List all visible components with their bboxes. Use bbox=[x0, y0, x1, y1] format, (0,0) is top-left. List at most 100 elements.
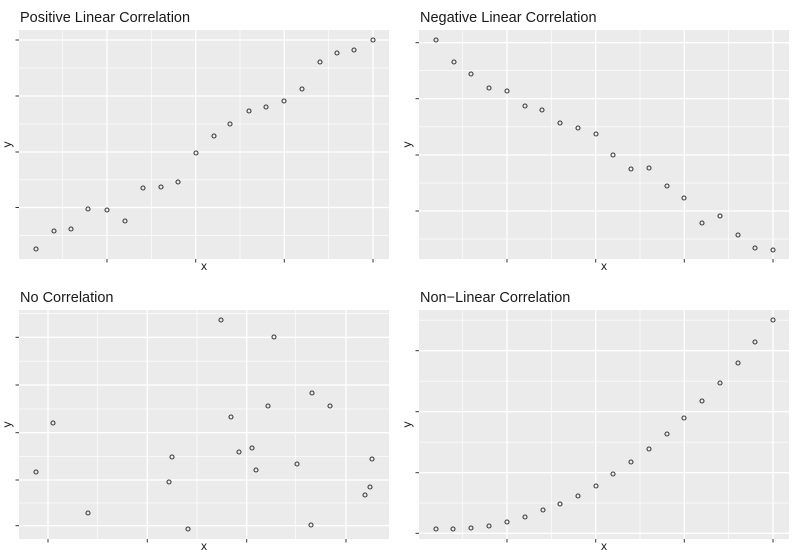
data-point bbox=[253, 467, 259, 473]
data-point bbox=[610, 471, 616, 477]
data-point bbox=[169, 454, 175, 460]
scatter-plot-3: No Correlation x y bbox=[0, 290, 389, 553]
data-point bbox=[664, 183, 670, 189]
data-point bbox=[327, 403, 333, 409]
data-point bbox=[362, 492, 368, 498]
data-point bbox=[628, 166, 634, 172]
data-point bbox=[628, 459, 634, 465]
data-point bbox=[265, 403, 271, 409]
data-point bbox=[522, 103, 528, 109]
y-axis-label: y bbox=[400, 142, 414, 148]
data-point bbox=[50, 420, 56, 426]
data-point bbox=[770, 317, 776, 323]
data-point bbox=[317, 59, 323, 65]
scatter-plot-2: Negative Linear Correlation x y bbox=[400, 10, 789, 273]
data-point bbox=[540, 507, 546, 513]
data-point bbox=[593, 483, 599, 489]
data-point bbox=[33, 469, 39, 475]
data-point bbox=[717, 380, 723, 386]
data-point bbox=[735, 360, 741, 366]
data-point bbox=[646, 165, 652, 171]
data-point bbox=[522, 514, 528, 520]
data-point bbox=[249, 445, 255, 451]
data-point bbox=[504, 88, 510, 94]
data-point bbox=[451, 59, 457, 65]
data-point bbox=[504, 519, 510, 525]
data-point bbox=[752, 245, 758, 251]
data-point bbox=[246, 108, 252, 114]
data-point bbox=[218, 317, 224, 323]
data-point bbox=[351, 47, 357, 53]
data-point bbox=[308, 522, 314, 528]
plot-panel bbox=[419, 30, 789, 259]
data-point bbox=[33, 246, 39, 252]
data-point bbox=[770, 247, 776, 253]
data-point bbox=[735, 232, 741, 238]
data-point bbox=[185, 526, 191, 532]
data-point bbox=[68, 226, 74, 232]
data-point bbox=[299, 86, 305, 92]
data-point bbox=[122, 218, 128, 224]
data-point bbox=[211, 133, 217, 139]
plot-title: Negative Linear Correlation bbox=[420, 10, 597, 26]
x-axis-label: x bbox=[601, 259, 607, 273]
data-point bbox=[236, 449, 242, 455]
scatter-plot-4: Non−Linear Correlation x y bbox=[400, 290, 789, 553]
scatter-plot-1: Positive Linear Correlation x y bbox=[0, 10, 389, 273]
data-point bbox=[104, 207, 110, 213]
data-point bbox=[158, 184, 164, 190]
y-axis-label: y bbox=[400, 422, 414, 428]
data-point bbox=[367, 484, 373, 490]
data-point bbox=[450, 526, 456, 532]
data-point bbox=[575, 125, 581, 131]
data-point bbox=[557, 120, 563, 126]
data-point bbox=[51, 228, 57, 234]
data-point bbox=[486, 523, 492, 529]
data-point bbox=[575, 493, 581, 499]
data-point bbox=[281, 98, 287, 104]
y-axis-label: y bbox=[0, 422, 14, 428]
x-axis-label: x bbox=[601, 539, 607, 553]
data-point bbox=[228, 414, 234, 420]
data-point bbox=[699, 398, 705, 404]
data-point bbox=[263, 104, 269, 110]
data-point bbox=[699, 220, 705, 226]
data-point bbox=[610, 152, 616, 158]
data-point bbox=[539, 107, 545, 113]
data-point bbox=[369, 456, 375, 462]
data-point bbox=[294, 461, 300, 467]
plot-panel bbox=[419, 310, 789, 539]
data-point bbox=[593, 131, 599, 137]
data-point bbox=[85, 510, 91, 516]
x-axis-label: x bbox=[201, 259, 207, 273]
plot-panel bbox=[19, 310, 389, 539]
data-point bbox=[681, 415, 687, 421]
data-point bbox=[486, 85, 492, 91]
data-point bbox=[433, 37, 439, 43]
data-point bbox=[309, 390, 315, 396]
data-point bbox=[334, 50, 340, 56]
data-point bbox=[227, 121, 233, 127]
data-point bbox=[370, 37, 376, 43]
data-point bbox=[140, 185, 146, 191]
plot-title: Non−Linear Correlation bbox=[420, 290, 570, 306]
data-point bbox=[468, 71, 474, 77]
data-point bbox=[85, 206, 91, 212]
data-point bbox=[752, 339, 758, 345]
data-point bbox=[175, 179, 181, 185]
data-point bbox=[433, 526, 439, 532]
data-point bbox=[681, 195, 687, 201]
data-point bbox=[646, 446, 652, 452]
data-point bbox=[271, 334, 277, 340]
data-point bbox=[193, 150, 199, 156]
plot-title: Positive Linear Correlation bbox=[20, 10, 190, 26]
data-point bbox=[664, 431, 670, 437]
y-axis-label: y bbox=[0, 142, 14, 148]
data-point bbox=[557, 501, 563, 507]
plot-panel bbox=[19, 30, 389, 259]
plot-title: No Correlation bbox=[20, 290, 114, 306]
data-point bbox=[166, 479, 172, 485]
data-point bbox=[468, 525, 474, 531]
x-axis-label: x bbox=[201, 539, 207, 553]
